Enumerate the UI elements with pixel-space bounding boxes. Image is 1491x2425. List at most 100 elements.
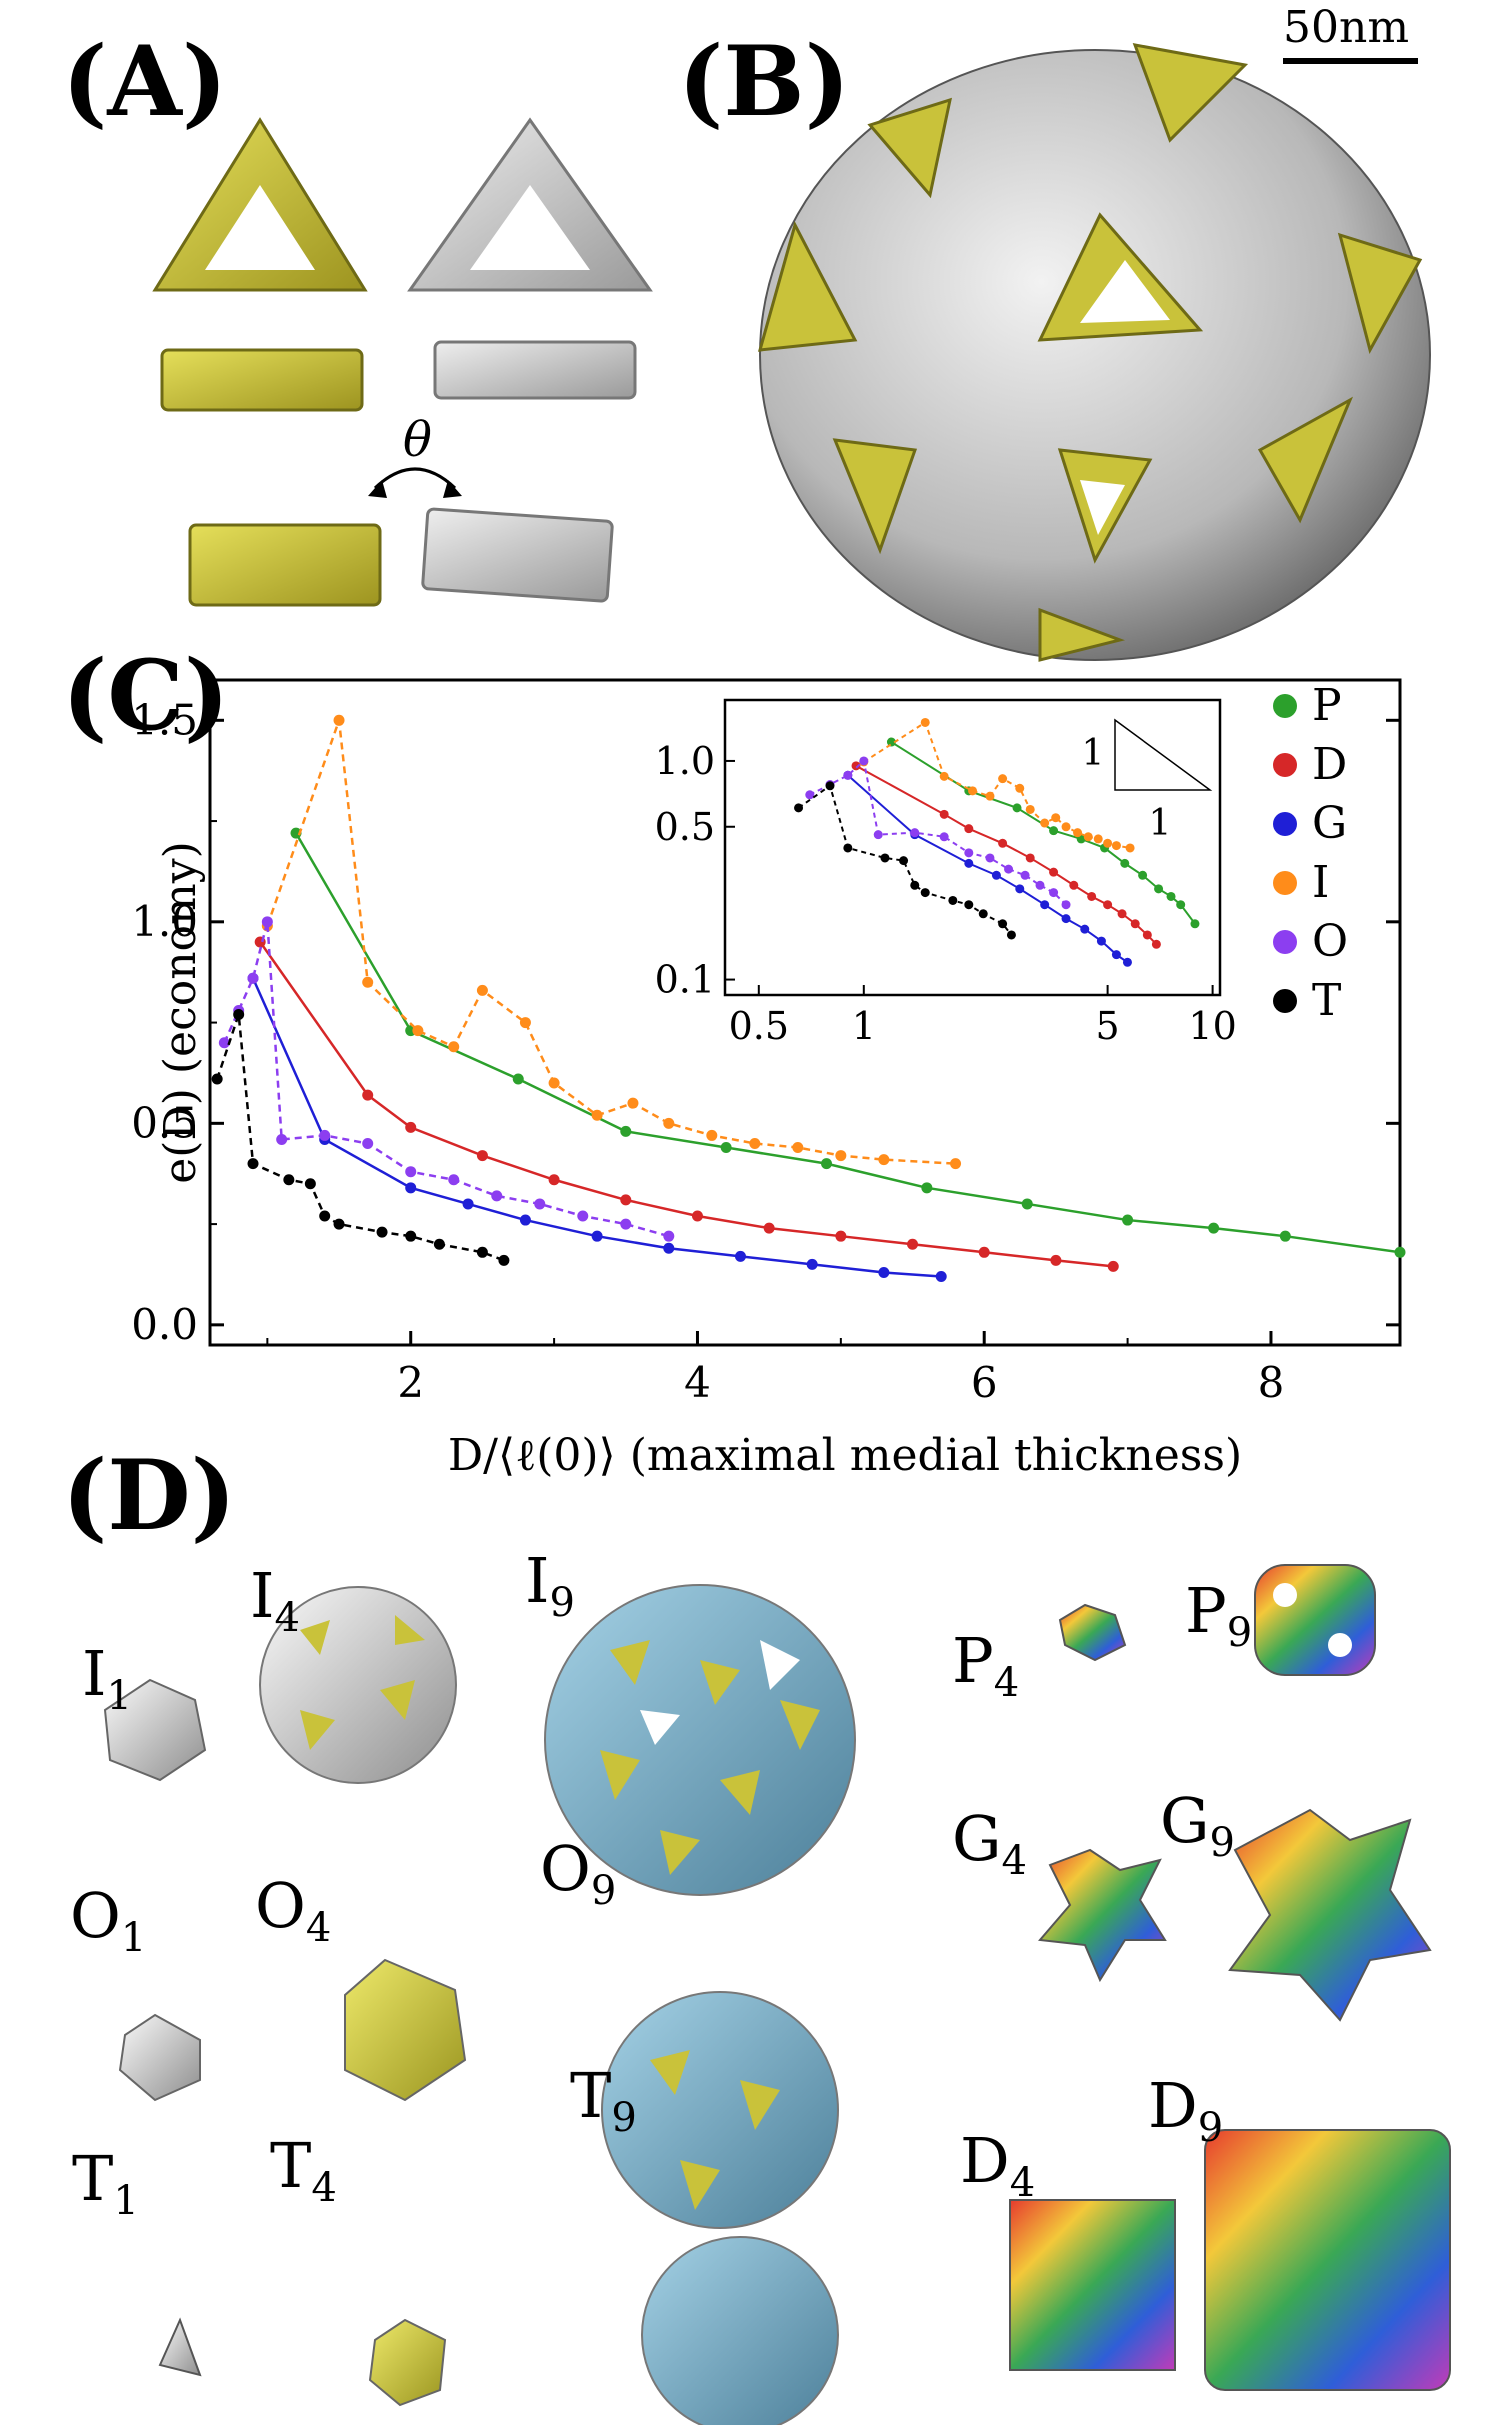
data-point-O <box>319 1129 331 1141</box>
panel-b-capsid <box>757 43 1431 662</box>
inset-data-point-T <box>998 919 1008 929</box>
data-point-D <box>362 1089 374 1101</box>
data-point-G <box>591 1230 603 1242</box>
gray-subunit-side <box>433 340 637 400</box>
inset-y-tick-label: 0.5 <box>655 805 715 849</box>
label-o1: O1 <box>70 1879 147 1961</box>
data-point-D <box>763 1222 775 1234</box>
data-point-T <box>247 1158 259 1170</box>
inset-data-point-G <box>1096 936 1106 946</box>
inset-data-point-O <box>805 790 815 800</box>
data-point-I <box>835 1150 847 1162</box>
inset-y-tick-label: 1.0 <box>655 739 715 783</box>
legend-marker-P <box>1273 694 1297 718</box>
data-point-P <box>921 1182 933 1194</box>
data-point-D <box>620 1194 632 1206</box>
data-point-I <box>950 1158 962 1170</box>
x-tick-label: 6 <box>971 1358 998 1407</box>
inset-data-point-O <box>843 770 853 780</box>
inset-x-tick-label: 0.5 <box>729 1004 789 1048</box>
inset-data-point-I <box>1083 832 1093 842</box>
inset-x-tick-label: 1 <box>852 1004 876 1048</box>
label-t4: T4 <box>270 2129 337 2211</box>
inset-data-point-T <box>948 895 958 905</box>
data-point-P <box>1279 1230 1291 1242</box>
label-p9: P9 <box>1185 1574 1253 1656</box>
inset-data-point-P <box>1049 826 1059 836</box>
inset-data-point-D <box>1069 880 1079 890</box>
inset-data-point-O <box>939 832 949 842</box>
inset-data-point-T <box>910 880 920 890</box>
x-tick-label: 4 <box>684 1358 711 1407</box>
label-d4: D4 <box>960 2124 1036 2206</box>
data-point-T <box>376 1226 388 1238</box>
data-point-I <box>878 1154 890 1166</box>
legend-marker-G <box>1273 812 1297 836</box>
inset-data-point-I <box>1073 828 1083 838</box>
inset-data-point-I <box>1040 818 1050 828</box>
panel-label-d: (D) <box>62 1439 237 1552</box>
data-point-T <box>333 1218 345 1230</box>
series-line-P <box>294 832 1401 1254</box>
polyhedron-o9-yellow-faces <box>650 2050 780 2210</box>
data-point-O <box>261 916 273 928</box>
data-point-G <box>806 1258 818 1270</box>
legend-label-I: I <box>1312 857 1329 908</box>
inset-x-tick-label: 5 <box>1096 1004 1120 1048</box>
inset-data-point-D <box>998 838 1008 848</box>
legend-label-T: T <box>1312 975 1341 1026</box>
inset-data-point-D <box>1103 900 1113 910</box>
data-point-T <box>498 1254 510 1266</box>
angle-arrow-right <box>443 480 462 498</box>
inset-x-tick-label: 10 <box>1188 1004 1236 1048</box>
icosahedron-i1 <box>103 1678 207 1782</box>
panel-label-b: (B) <box>678 25 850 138</box>
data-point-G <box>405 1182 417 1194</box>
plot-frame <box>208 678 1402 1347</box>
inset-data-point-O <box>1020 870 1030 880</box>
data-point-D <box>548 1174 560 1186</box>
inset-data-point-P <box>1190 919 1200 929</box>
panel-d-polyhedra <box>103 1564 1451 2425</box>
inset-data-point-I <box>1015 783 1025 793</box>
inset-data-point-P <box>1166 891 1176 901</box>
label-o9: O9 <box>540 1832 617 1914</box>
data-point-T <box>233 1009 245 1021</box>
inset-data-point-G <box>991 870 1001 880</box>
yellow-triangle-holes <box>1080 260 1170 535</box>
inset-data-point-P <box>1012 803 1022 813</box>
inset-data-point-O <box>964 848 974 858</box>
legend-label-P: P <box>1312 680 1342 731</box>
label-t9: T9 <box>570 2059 637 2141</box>
scale-bar <box>1283 58 1418 64</box>
angle-arrow-left <box>368 480 387 498</box>
data-point-T <box>283 1174 295 1186</box>
data-point-T <box>211 1073 223 1085</box>
data-point-P <box>1122 1214 1134 1226</box>
data-point-D <box>405 1121 417 1133</box>
inset-data-point-D <box>1049 867 1059 877</box>
yellow-subunit-bound <box>188 523 382 607</box>
polyhedron-i9-white-faces <box>640 1640 800 1745</box>
inset-data-point-G <box>1015 884 1025 894</box>
data-point-I <box>627 1097 639 1109</box>
inset-data-point-D <box>851 761 861 771</box>
data-point-O <box>534 1198 546 1210</box>
label-p4: P4 <box>952 1624 1020 1706</box>
inset-series-line-T <box>797 784 1013 936</box>
polyhedron-t4 <box>368 2318 447 2407</box>
inset-data-point-I <box>1051 813 1061 823</box>
inset-data-point-G <box>1080 924 1090 934</box>
data-point-G <box>519 1214 531 1226</box>
data-point-I <box>706 1129 718 1141</box>
polyhedron-t9 <box>641 2236 839 2425</box>
inset-data-point-D <box>939 809 949 819</box>
inset-data-point-G <box>1122 957 1132 967</box>
label-g9: G9 <box>1160 1784 1235 1866</box>
inset-data-point-T <box>920 888 930 898</box>
inset-data-point-G <box>964 858 974 868</box>
inset-slope-triangle <box>1114 718 1213 791</box>
data-point-I <box>663 1117 675 1129</box>
data-point-P <box>720 1142 732 1154</box>
data-point-P <box>512 1073 524 1085</box>
